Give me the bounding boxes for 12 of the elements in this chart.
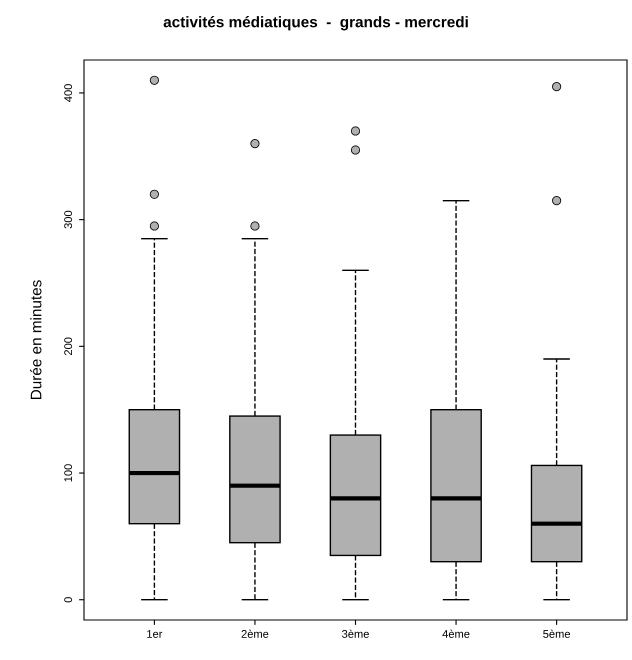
x-tick-label: 1er xyxy=(147,630,162,638)
y-tick-label: 300 xyxy=(64,210,72,228)
y-tick-label: 0 xyxy=(64,597,72,602)
x-tick-label: 4ème xyxy=(442,630,470,638)
y-tick-label: 100 xyxy=(64,464,72,482)
x-tick-label: 5ème xyxy=(543,630,570,638)
y-tick-label: 400 xyxy=(64,84,72,102)
chart-title: activités médiatiques - grands - mercredi xyxy=(164,16,468,30)
x-tick-label: 2ème xyxy=(242,630,268,638)
y-axis-title: Durée en minutes xyxy=(30,280,42,400)
y-tick-label: 200 xyxy=(64,338,72,356)
x-tick-label: 3ème xyxy=(342,630,369,638)
